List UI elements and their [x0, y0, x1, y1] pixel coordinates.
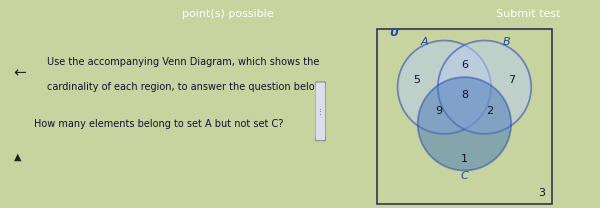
- Text: 6: 6: [461, 60, 468, 70]
- Text: A: A: [421, 37, 428, 47]
- Circle shape: [398, 41, 491, 134]
- Text: 2: 2: [487, 106, 494, 116]
- Text: 3: 3: [538, 188, 545, 198]
- Text: C: C: [461, 171, 469, 181]
- Text: 9: 9: [435, 106, 442, 116]
- Text: cardinality of each region, to answer the question below.: cardinality of each region, to answer th…: [47, 82, 325, 92]
- Circle shape: [438, 41, 531, 134]
- Text: point(s) possible: point(s) possible: [182, 10, 274, 20]
- Text: B: B: [503, 37, 511, 47]
- Text: How many elements belong to set A but not set C?: How many elements belong to set A but no…: [34, 119, 283, 129]
- Text: Submit test: Submit test: [496, 10, 560, 20]
- Text: ▲: ▲: [14, 152, 21, 162]
- Circle shape: [418, 77, 511, 171]
- Text: 5: 5: [413, 75, 421, 85]
- Text: ←: ←: [14, 65, 26, 80]
- Text: U: U: [389, 28, 398, 38]
- Text: 1: 1: [461, 154, 468, 163]
- Text: 8: 8: [461, 89, 468, 99]
- Text: Use the accompanying Venn Diagram, which shows the: Use the accompanying Venn Diagram, which…: [47, 57, 320, 67]
- FancyBboxPatch shape: [315, 82, 326, 141]
- Text: ⋮: ⋮: [317, 108, 324, 114]
- Text: 7: 7: [508, 75, 515, 85]
